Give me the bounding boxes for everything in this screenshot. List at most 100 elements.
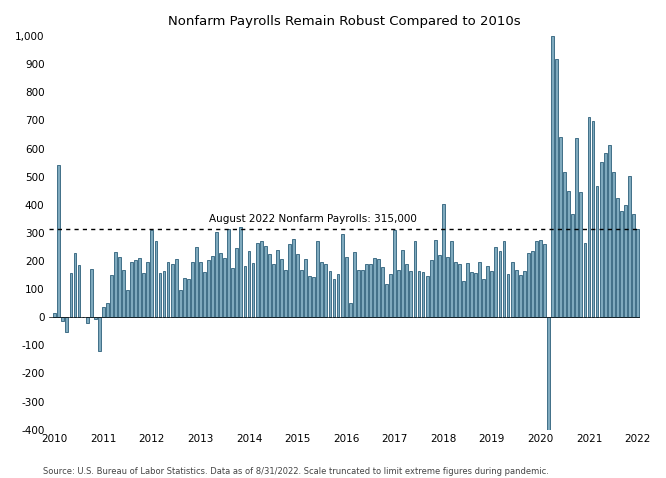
- Bar: [215, 232, 218, 317]
- Bar: [308, 276, 311, 317]
- Bar: [94, 317, 97, 319]
- Bar: [114, 252, 117, 317]
- Bar: [195, 247, 198, 317]
- Bar: [332, 279, 336, 317]
- Bar: [126, 290, 129, 317]
- Bar: [595, 185, 599, 317]
- Bar: [256, 243, 258, 317]
- Bar: [535, 241, 537, 317]
- Bar: [410, 271, 412, 317]
- Bar: [503, 241, 505, 317]
- Bar: [78, 265, 81, 317]
- Bar: [90, 269, 93, 317]
- Bar: [284, 270, 287, 317]
- Bar: [587, 117, 590, 317]
- Bar: [57, 165, 60, 317]
- Bar: [166, 262, 169, 317]
- Bar: [446, 257, 449, 317]
- Bar: [507, 274, 509, 317]
- Bar: [353, 252, 356, 317]
- Bar: [426, 276, 428, 317]
- Bar: [151, 230, 153, 317]
- Bar: [288, 244, 291, 317]
- Bar: [377, 260, 380, 317]
- Bar: [122, 270, 125, 317]
- Bar: [398, 270, 400, 317]
- Bar: [523, 272, 525, 317]
- Bar: [252, 263, 254, 317]
- Bar: [559, 137, 562, 317]
- Bar: [135, 261, 137, 317]
- Bar: [219, 253, 222, 317]
- Bar: [466, 263, 469, 317]
- Bar: [438, 255, 441, 317]
- Bar: [328, 272, 332, 317]
- Bar: [143, 273, 145, 317]
- Bar: [106, 303, 109, 317]
- Bar: [632, 214, 635, 317]
- Bar: [442, 204, 445, 317]
- Bar: [458, 264, 461, 317]
- Bar: [418, 271, 420, 317]
- Bar: [336, 274, 340, 317]
- Bar: [69, 273, 73, 317]
- Bar: [191, 262, 194, 317]
- Bar: [628, 175, 631, 317]
- Bar: [207, 260, 210, 317]
- Bar: [110, 274, 113, 317]
- Bar: [320, 262, 323, 317]
- Title: Nonfarm Payrolls Remain Robust Compared to 2010s: Nonfarm Payrolls Remain Robust Compared …: [168, 15, 520, 28]
- Bar: [227, 228, 230, 317]
- Bar: [244, 265, 246, 317]
- Bar: [73, 253, 77, 317]
- Bar: [312, 277, 315, 317]
- Bar: [268, 254, 270, 317]
- Bar: [486, 265, 490, 317]
- Bar: [430, 261, 432, 317]
- Bar: [389, 274, 392, 317]
- Bar: [470, 272, 473, 317]
- Bar: [543, 244, 546, 317]
- Bar: [511, 262, 513, 317]
- Bar: [612, 172, 615, 317]
- Bar: [65, 317, 69, 332]
- Bar: [240, 227, 242, 317]
- Bar: [203, 272, 206, 317]
- Bar: [280, 259, 283, 317]
- Bar: [422, 272, 424, 317]
- Bar: [620, 211, 623, 317]
- Bar: [450, 241, 453, 317]
- Bar: [494, 247, 498, 317]
- Bar: [490, 271, 494, 317]
- Bar: [365, 264, 368, 317]
- Bar: [170, 264, 174, 317]
- Bar: [296, 254, 299, 317]
- Bar: [345, 257, 348, 317]
- Bar: [604, 153, 607, 317]
- Bar: [482, 279, 485, 317]
- Bar: [159, 273, 161, 317]
- Bar: [304, 260, 307, 317]
- Bar: [402, 250, 404, 317]
- Bar: [300, 270, 303, 317]
- Bar: [624, 206, 627, 317]
- Bar: [608, 145, 611, 317]
- Bar: [264, 246, 266, 317]
- Bar: [118, 257, 121, 317]
- Bar: [236, 248, 238, 317]
- Text: August 2022 Nonfarm Payrolls: 315,000: August 2022 Nonfarm Payrolls: 315,000: [208, 214, 416, 224]
- Bar: [361, 270, 364, 317]
- Bar: [539, 240, 542, 317]
- Bar: [616, 198, 619, 317]
- Bar: [563, 172, 566, 317]
- Bar: [474, 273, 477, 317]
- Bar: [591, 121, 595, 317]
- Bar: [260, 240, 262, 317]
- Bar: [231, 268, 234, 317]
- Bar: [527, 253, 529, 317]
- Bar: [406, 264, 408, 317]
- Bar: [385, 284, 388, 317]
- Bar: [316, 241, 319, 317]
- Bar: [636, 228, 639, 317]
- Bar: [324, 264, 327, 317]
